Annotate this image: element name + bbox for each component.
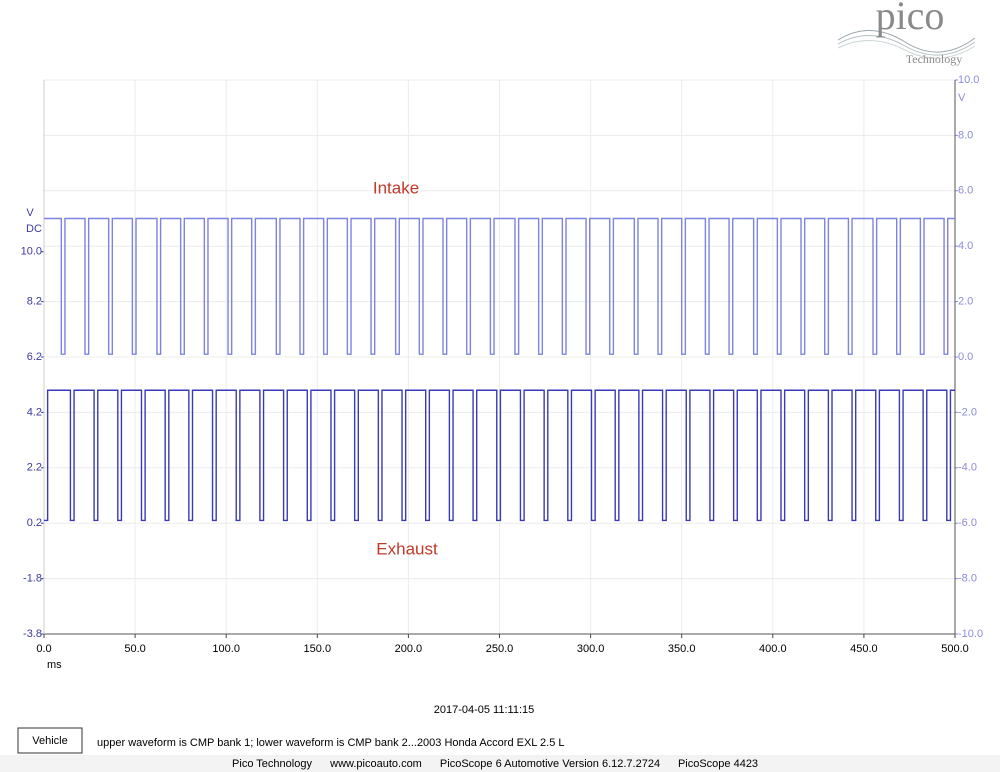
x-tick-label: 400.0 [759,643,787,655]
plot: 0.0 50.0 100.0 150.0 200.0 250.0 300.0 350.0 400… [21,74,984,655]
x-tick-label: 150.0 [304,643,332,655]
logo-wave [837,39,976,59]
y-tick-label: 0.2 [27,517,42,529]
x-tick-label: 100.0 [212,643,240,655]
timestamp: 2017-04-05 11:11:15 [434,704,535,716]
logo-name: pico [876,0,945,38]
footer-item: PicoScope 6 Automotive Version 6.12.7.27… [440,758,660,770]
y-tick-label: 6.2 [27,351,42,363]
logo: pico Technology [837,0,976,66]
y2-tick-label: 10.0 [958,74,979,86]
x-tick-label: 350.0 [668,643,696,655]
y2-tick-label: 4.0 [958,240,973,252]
footer-item: www.picoauto.com [329,758,422,770]
y2-tick-label: 2.0 [958,296,973,308]
x-tick-label: 50.0 [124,643,145,655]
x-tick-label: 0.0 [36,643,51,655]
y-coupling: DC [26,223,42,235]
y-tick-label: 10.0 [21,246,42,258]
annotation: Exhaust [376,539,438,558]
x-tick-label: 250.0 [486,643,514,655]
y-unit: V [26,207,34,219]
y2-tick-label: -4.0 [958,462,977,474]
x-tick-label: 450.0 [850,643,878,655]
x-tick-label: 200.0 [395,643,423,655]
y-tick-label: -1.8 [23,573,42,585]
x-axis-label: ms [47,659,62,671]
logo-tagline: Technology [906,52,962,66]
y2-tick-label: -2.0 [958,406,977,418]
vehicle-button-label[interactable]: Vehicle [32,735,67,747]
y-tick-label: 4.2 [27,406,42,418]
y2-tick-label: -6.0 [958,517,977,529]
y2-tick-label: 6.0 [958,185,973,197]
y2-unit: V [958,92,966,104]
logo-wave [837,35,976,56]
y-tick-label: -3.8 [23,628,42,640]
footer-item: PicoScope 4423 [678,758,758,770]
x-tick-label: 500.0 [941,643,969,655]
note: upper waveform is CMP bank 1; lower wave… [97,737,565,749]
logo-wave [837,30,976,53]
waveform [44,389,955,522]
x-tick-label: 300.0 [577,643,605,655]
y-tick-label: 2.2 [27,462,42,474]
footer-item: Pico Technology [232,758,312,770]
y2-tick-label: -8.0 [958,573,977,585]
y2-tick-label: 0.0 [958,351,973,363]
vehicle-button[interactable] [17,727,83,754]
footer-bar [0,755,1000,772]
y2-tick-label: 8.0 [958,129,973,141]
y-tick-label: 8.2 [27,296,42,308]
waveform [44,217,955,355]
y2-tick-label: -10.0 [958,628,983,640]
annotation: Intake [373,178,419,197]
